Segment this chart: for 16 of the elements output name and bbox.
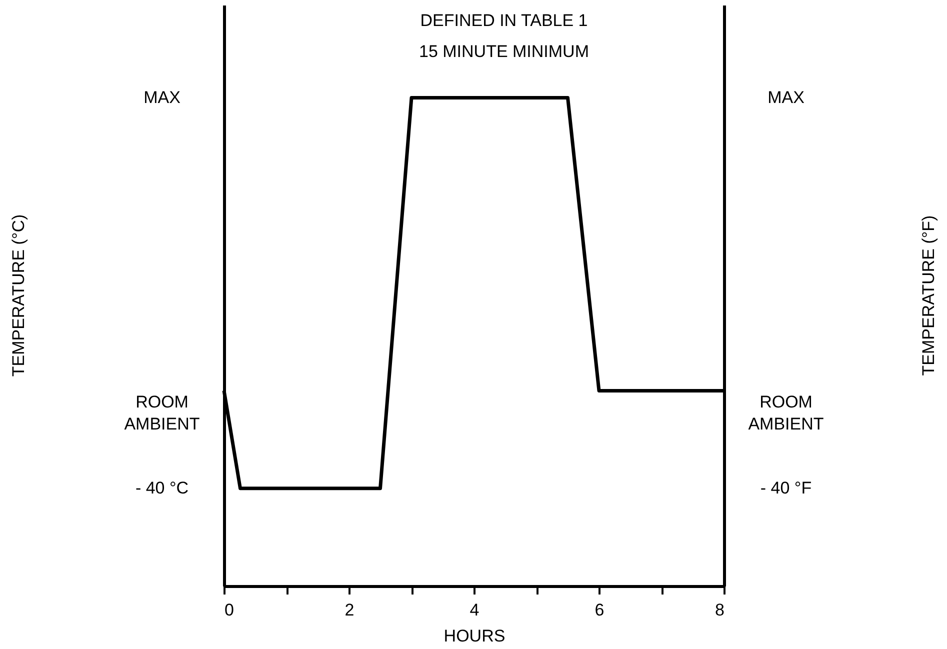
text: TEMPERATURE (°C) — [9, 214, 28, 377]
text: 15 MINUTE MINIMUM — [419, 42, 589, 61]
text: MAX — [144, 88, 180, 107]
text: - 40 °C — [135, 478, 189, 498]
text: ROOM AMBIENT — [124, 392, 200, 434]
x-tick-label: 4 — [470, 600, 480, 620]
x-tick-label: 2 — [344, 600, 354, 620]
text: ROOM AMBIENT — [748, 392, 824, 434]
x-axis-title: HOURS — [444, 626, 506, 646]
x-tick-label: 0 — [224, 600, 234, 620]
x-tick-label: 8 — [715, 600, 724, 620]
text: MAX — [768, 88, 804, 107]
x-tick-label: 6 — [594, 600, 604, 620]
text: TEMPERATURE (°F) — [919, 215, 938, 376]
text: - 40 °F — [760, 478, 812, 498]
text: DEFINED IN TABLE 1 — [420, 11, 588, 30]
